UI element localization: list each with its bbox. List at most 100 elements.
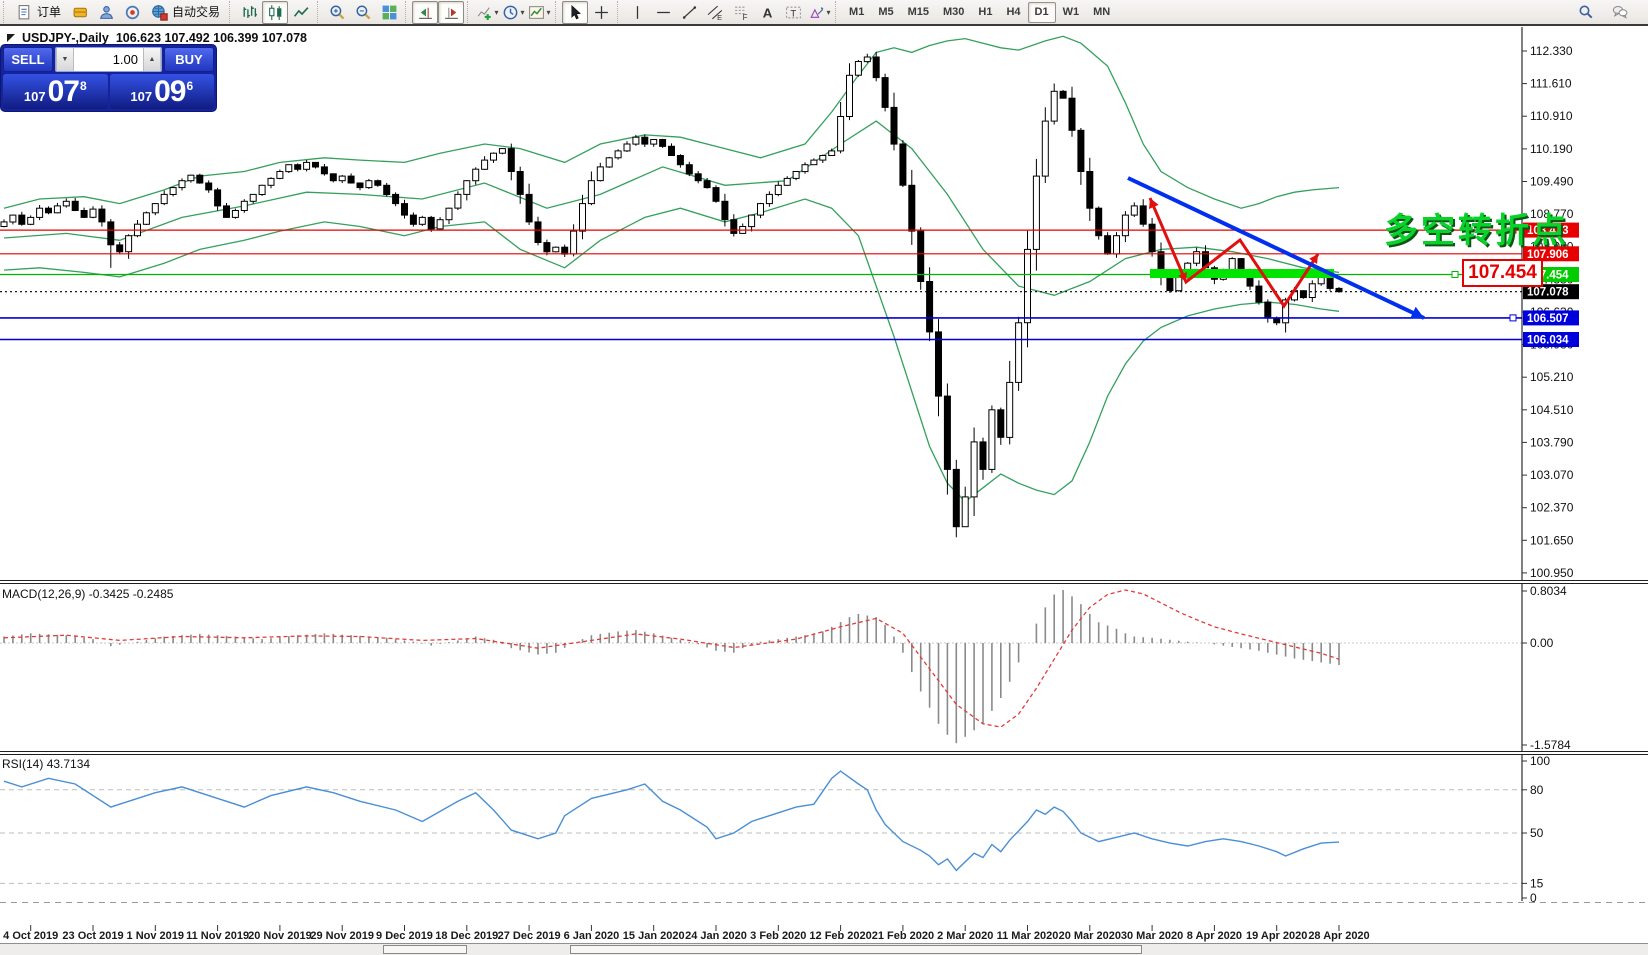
cursor-icon <box>571 4 581 19</box>
svg-text:12 Feb 2020: 12 Feb 2020 <box>809 930 871 942</box>
status-box-2 <box>570 945 1142 954</box>
annotation-trend-arrow[interactable] <box>1127 176 1425 320</box>
svg-text:8 Apr 2020: 8 Apr 2020 <box>1187 930 1242 942</box>
timeframe-mn[interactable]: MN <box>1093 6 1111 18</box>
svg-text:105.210: 105.210 <box>1530 370 1574 384</box>
line-handle[interactable] <box>1509 314 1517 322</box>
svg-text:108.423: 108.423 <box>1527 225 1569 237</box>
symbol-period: USDJPY-,Daily <box>22 31 109 45</box>
volume-decrease-button[interactable]: ▼ <box>56 48 74 71</box>
svg-text:109.490: 109.490 <box>1530 175 1574 189</box>
search-icon[interactable] <box>1573 1 1599 24</box>
time-axis[interactable]: 4 Oct 2019 23 Oct 2019 1 Nov 2019 11 Nov 20… <box>3 925 1370 942</box>
svg-text:F: F <box>742 12 747 20</box>
doc-icon <box>18 4 30 19</box>
ohlc-values: 106.623 107.492 106.399 107.078 <box>115 31 307 45</box>
crosshair-button[interactable] <box>588 1 614 24</box>
svg-text:30 Mar 2020: 30 Mar 2020 <box>1121 930 1183 942</box>
zin-icon <box>330 4 344 19</box>
annotation-price-tag[interactable]: 107.454 <box>1462 259 1543 287</box>
volume-input[interactable] <box>74 48 143 71</box>
timeframe-h1[interactable]: H1 <box>978 6 993 18</box>
zoom-in-button[interactable] <box>324 1 350 24</box>
periods-button[interactable]: ▾ <box>500 1 526 24</box>
timeframe-m1[interactable]: M1 <box>849 6 865 18</box>
text-label-button[interactable]: T <box>780 1 806 24</box>
new-order-button[interactable]: 订单 <box>10 1 67 24</box>
axis-badge <box>1523 332 1579 347</box>
equidistant-channel-button[interactable]: E <box>702 1 728 24</box>
svg-text:100: 100 <box>1530 754 1550 768</box>
toolbar: 订单 自动交易 ▾ ▾ ▾ E F A T ▾ M1 M5 M15 M30 H1 H4 D1 W1 MN <box>0 0 1648 26</box>
timeframe-h4[interactable]: H4 <box>1006 6 1021 18</box>
arrows-button[interactable]: ▾ <box>806 1 832 24</box>
svg-text:23 Oct 2019: 23 Oct 2019 <box>62 930 123 942</box>
hline-icon <box>656 11 670 13</box>
signals-button[interactable] <box>119 1 145 24</box>
linec-icon <box>293 6 308 17</box>
chevron-down-icon: ▾ <box>494 7 499 17</box>
timeframe-w1[interactable]: W1 <box>1062 6 1080 18</box>
svg-text:18 Dec 2019: 18 Dec 2019 <box>435 930 498 942</box>
svg-text:0.00: 0.00 <box>1530 636 1554 650</box>
line-handle[interactable] <box>1451 271 1459 278</box>
svg-text:15 Jan 2020: 15 Jan 2020 <box>623 930 685 942</box>
svg-text:29 Nov 2019: 29 Nov 2019 <box>310 930 374 942</box>
cursor-button[interactable] <box>562 0 589 24</box>
market-watch-button[interactable] <box>67 1 93 24</box>
volume-increase-button[interactable]: ▲ <box>143 48 161 71</box>
svg-text:19 Apr 2020: 19 Apr 2020 <box>1246 930 1307 942</box>
svg-text:3 Feb 2020: 3 Feb 2020 <box>750 930 806 942</box>
fibonacci-button[interactable]: F <box>728 1 754 24</box>
mql5-community-button[interactable] <box>93 1 119 24</box>
chevron-down-icon: ▾ <box>826 7 831 17</box>
bar-chart-button[interactable] <box>236 1 262 24</box>
macd-label: MACD(12,26,9) -0.3425 -0.2485 <box>2 587 174 601</box>
rsi-line <box>3 770 1340 872</box>
candlestick-chart-button[interactable] <box>262 0 289 24</box>
svg-text:20 Mar 2020: 20 Mar 2020 <box>1059 930 1121 942</box>
chartprop-icon <box>528 5 544 19</box>
timeframe-m15[interactable]: M15 <box>907 6 929 18</box>
svg-text:20 Nov 2019: 20 Nov 2019 <box>248 930 312 942</box>
svg-text:1 Nov 2019: 1 Nov 2019 <box>127 930 184 942</box>
buy-price[interactable]: 107 09 6 <box>109 74 214 109</box>
annotation-red-zigzag[interactable] <box>1148 197 1320 309</box>
vertical-line-button[interactable] <box>624 1 650 24</box>
svg-text:9 Dec 2019: 9 Dec 2019 <box>376 930 433 942</box>
text-button[interactable]: A <box>754 1 780 24</box>
shift-icon <box>418 7 432 19</box>
timeframe-m30[interactable]: M30 <box>943 6 965 18</box>
auto-scroll-button[interactable] <box>438 0 465 24</box>
trendline-button[interactable] <box>676 1 702 24</box>
svg-text:50: 50 <box>1530 826 1544 840</box>
svg-text:E: E <box>717 12 722 20</box>
svg-text:103.790: 103.790 <box>1530 435 1574 449</box>
zoom-out-button[interactable] <box>350 1 376 24</box>
chart-title: USDJPY-,Daily 106.623 107.492 106.399 10… <box>7 31 307 45</box>
timeframe-d1[interactable]: D1 <box>1027 1 1056 23</box>
timeframe-m5[interactable]: M5 <box>878 6 894 18</box>
chart-shift-button[interactable] <box>412 0 439 24</box>
templates-button[interactable]: ▾ <box>526 1 552 24</box>
price-pane <box>0 35 1343 538</box>
indicators-button[interactable]: ▾ <box>474 1 500 24</box>
chat-icon[interactable] <box>1607 1 1633 24</box>
svg-text:102.370: 102.370 <box>1530 501 1574 515</box>
sell-price[interactable]: 107 07 8 <box>3 74 108 109</box>
svg-text:11 Nov 2019: 11 Nov 2019 <box>186 930 249 942</box>
autotrading-button[interactable]: 自动交易 <box>145 1 226 24</box>
annotation-cn-text[interactable]: 多空转折点 <box>1384 212 1569 250</box>
buy-button[interactable]: BUY <box>164 47 214 72</box>
line-chart-button[interactable] <box>288 1 314 24</box>
tile-windows-button[interactable] <box>376 1 402 24</box>
horizontal-line-button[interactable] <box>650 1 676 24</box>
svg-text:111.610: 111.610 <box>1530 77 1572 91</box>
svg-text:0: 0 <box>1530 891 1537 905</box>
sell-button[interactable]: SELL <box>3 47 53 72</box>
line-handle[interactable] <box>1509 226 1517 234</box>
annotation-green-bar[interactable] <box>1150 269 1334 278</box>
collapse-icon[interactable] <box>7 34 15 42</box>
svg-text:21 Feb 2020: 21 Feb 2020 <box>872 930 934 942</box>
